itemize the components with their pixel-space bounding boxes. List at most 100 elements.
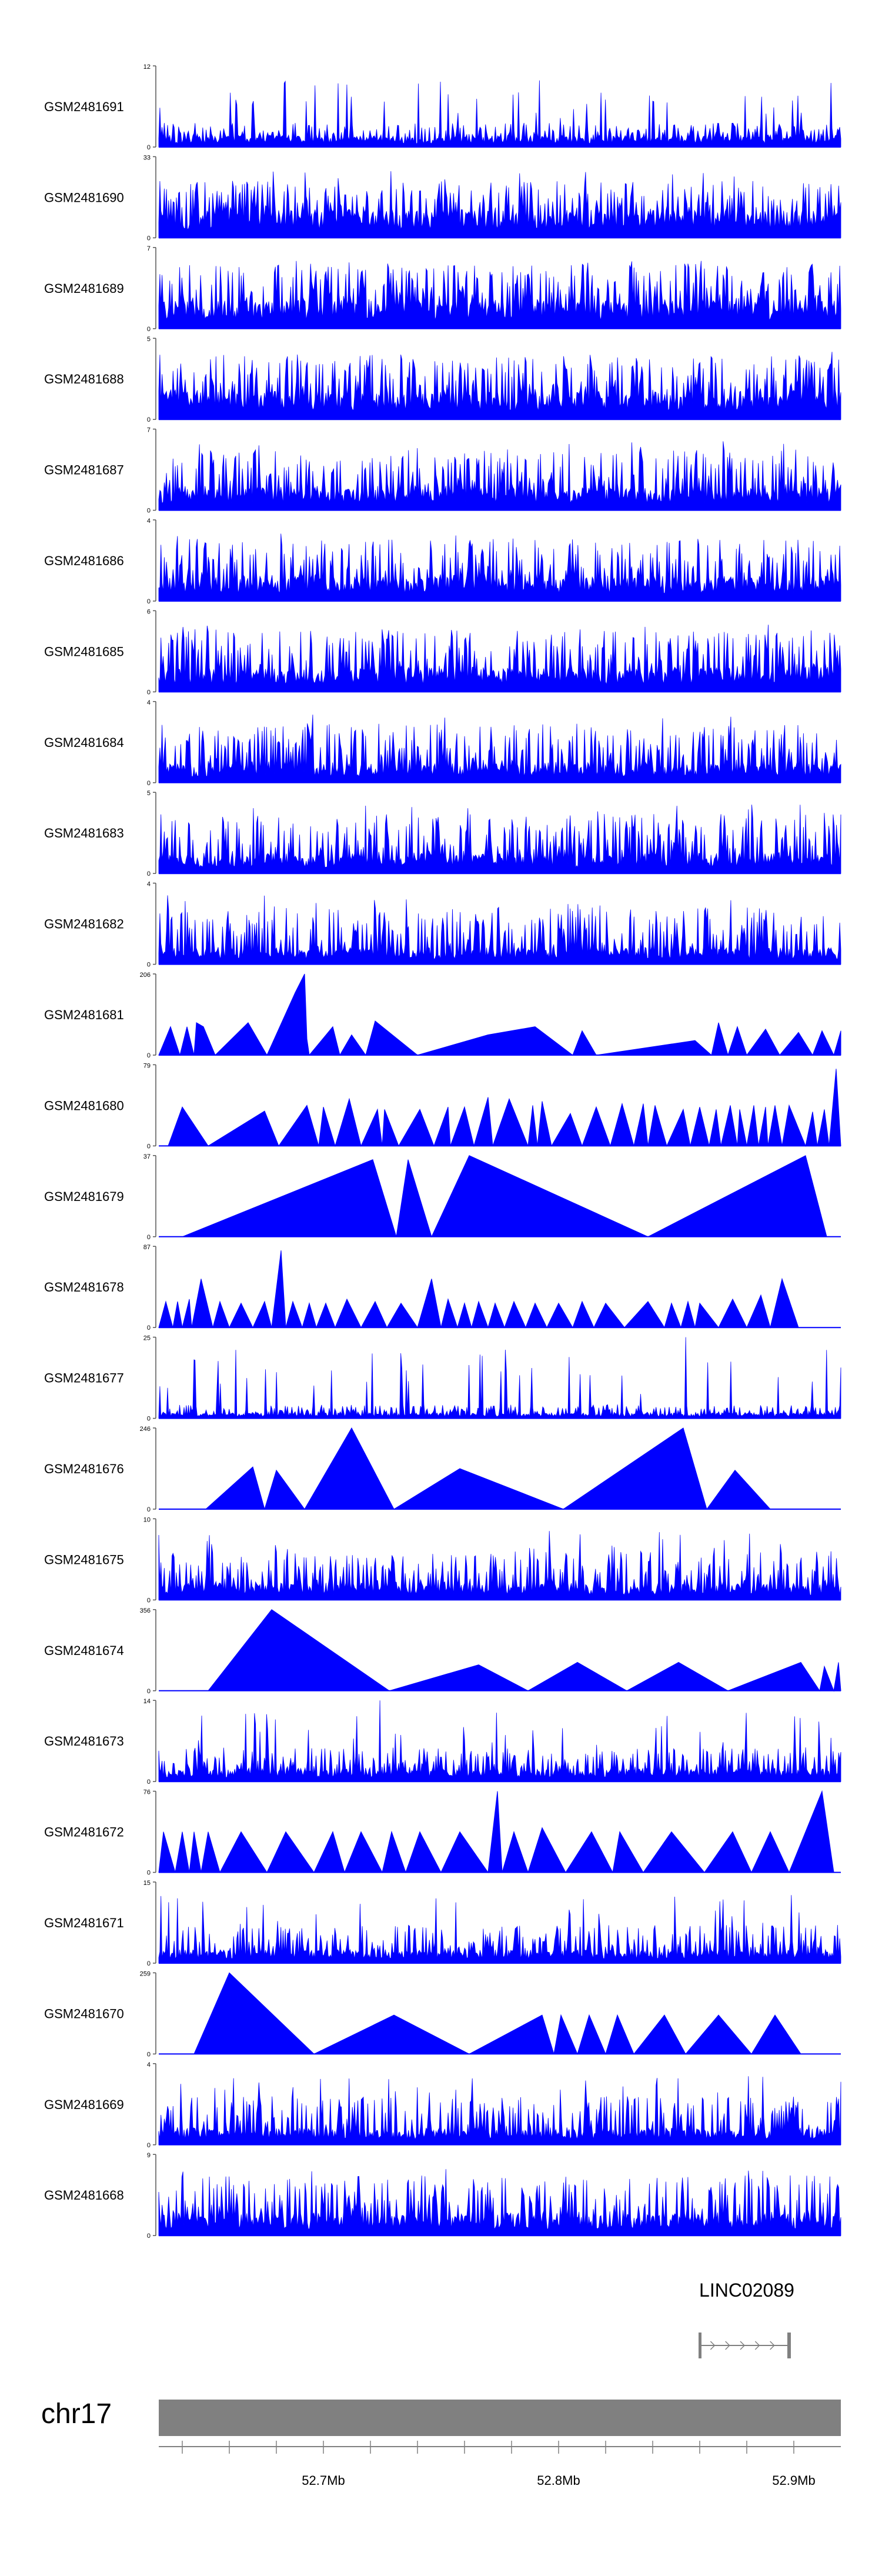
track-GSM2481689: GSM2481689 7 0 (44, 245, 841, 333)
coverage-signal (158, 1337, 841, 1419)
track-label: GSM2481673 (44, 1734, 124, 1749)
track-GSM2481669: GSM2481669 4 0 (44, 2061, 841, 2149)
track-GSM2481675: GSM2481675 10 0 (44, 1516, 841, 1604)
track-label: GSM2481690 (44, 190, 124, 205)
y-max-label: 5 (147, 790, 151, 797)
y-zero-label: 0 (147, 962, 151, 969)
y-zero-label: 0 (147, 2142, 151, 2149)
y-max-label: 10 (143, 1516, 151, 1523)
y-max-label: 25 (143, 1335, 151, 1342)
coverage-signal (158, 261, 841, 329)
y-zero-label: 0 (147, 1234, 151, 1241)
y-max-label: 356 (140, 1607, 151, 1614)
coverage-area (158, 1250, 799, 1329)
track-GSM2481686: GSM2481686 4 0 (44, 518, 841, 605)
y-zero-label: 0 (147, 689, 151, 696)
track-label: GSM2481669 (44, 2097, 124, 2112)
y-zero-label: 0 (147, 1324, 151, 1332)
y-zero-label: 0 (147, 508, 151, 515)
track-label: GSM2481677 (44, 1371, 124, 1386)
y-max-label: 37 (143, 1153, 151, 1160)
gene-model (699, 2333, 791, 2358)
y-max-label: 7 (147, 427, 151, 434)
axis-tick-label: 52.8Mb (537, 2473, 580, 2488)
gene-label: LINC02089 (699, 2280, 794, 2301)
y-zero-label: 0 (147, 1688, 151, 1695)
track-label: GSM2481676 (44, 1461, 124, 1476)
track-label: GSM2481691 (44, 99, 124, 114)
coverage-area (158, 1790, 834, 1874)
track-label: GSM2481685 (44, 644, 124, 659)
axis-tick-label: 52.9Mb (772, 2473, 815, 2488)
y-zero-label: 0 (147, 1052, 151, 1059)
chromosome-band (159, 2400, 841, 2436)
track-GSM2481671: GSM2481671 15 0 (44, 1880, 841, 1967)
coverage-signal (158, 715, 841, 783)
y-max-label: 4 (147, 881, 151, 888)
track-GSM2481688: GSM2481688 5 0 (44, 336, 841, 423)
track-label: GSM2481675 (44, 1552, 124, 1567)
coverage-area (182, 1155, 827, 1238)
track-label: GSM2481678 (44, 1280, 124, 1294)
gene-exon-start (699, 2333, 701, 2358)
track-GSM2481670: GSM2481670 259 0 (44, 1970, 841, 2058)
y-zero-label: 0 (147, 326, 151, 333)
y-zero-label: 0 (147, 1416, 151, 1423)
y-max-label: 14 (143, 1698, 151, 1705)
y-zero-label: 0 (147, 780, 151, 787)
y-max-label: 76 (143, 1789, 151, 1796)
y-max-label: 9 (147, 2152, 151, 2159)
strand-arrow (725, 2341, 730, 2350)
strand-arrow (710, 2341, 716, 2350)
coverage-area (158, 973, 841, 1056)
track-label: GSM2481681 (44, 1007, 124, 1022)
track-GSM2481681: GSM2481681 206 0 (44, 972, 841, 1059)
y-zero-label: 0 (147, 1960, 151, 1967)
y-zero-label: 0 (147, 1870, 151, 1877)
track-GSM2481684: GSM2481684 4 0 (44, 699, 841, 787)
track-GSM2481687: GSM2481687 7 0 (44, 427, 841, 515)
track-label: GSM2481671 (44, 1916, 124, 1930)
y-zero-label: 0 (147, 1597, 151, 1604)
y-zero-label: 0 (147, 2051, 151, 2058)
genome-axis: 52.7Mb 52.8Mb 52.9Mb (159, 2441, 841, 2488)
track-GSM2481668: GSM2481668 9 0 (44, 2152, 841, 2240)
track-GSM2481678: GSM2481678 87 0 (44, 1244, 841, 1332)
y-max-label: 246 (140, 1426, 151, 1433)
chromosome-label: chr17 (41, 2398, 112, 2430)
chromosome-ideogram: chr17 (41, 2398, 841, 2436)
y-max-label: 7 (147, 245, 151, 252)
y-max-label: 33 (143, 154, 151, 161)
track-label: GSM2481668 (44, 2188, 124, 2203)
track-GSM2481672: GSM2481672 76 0 (44, 1789, 841, 1877)
strand-arrow (740, 2341, 746, 2350)
track-label: GSM2481683 (44, 826, 124, 840)
y-zero-label: 0 (147, 235, 151, 242)
coverage-tracks: GSM2481691120GSM2481690330GSM248168970GS… (44, 64, 841, 2240)
track-label: GSM2481679 (44, 1189, 124, 1204)
coverage-signal (158, 805, 841, 874)
y-max-label: 79 (143, 1062, 151, 1069)
y-zero-label: 0 (147, 144, 151, 151)
coverage-signal (158, 352, 841, 420)
coverage-signal (158, 533, 841, 602)
track-label: GSM2481687 (44, 463, 124, 478)
y-max-label: 4 (147, 699, 151, 706)
track-GSM2481676: GSM2481676 246 0 (44, 1426, 841, 1513)
y-max-label: 87 (143, 1244, 151, 1251)
track-GSM2481691: GSM2481691 12 0 (44, 64, 841, 151)
coverage-area (205, 1427, 771, 1510)
y-max-label: 12 (143, 64, 151, 71)
y-zero-label: 0 (147, 1143, 151, 1150)
track-GSM2481674: GSM2481674 356 0 (44, 1607, 841, 1695)
coverage-signal (158, 80, 841, 148)
coverage-signal (158, 625, 841, 692)
y-zero-label: 0 (147, 1506, 151, 1513)
y-max-label: 5 (147, 336, 151, 343)
track-GSM2481680: GSM2481680 79 0 (44, 1062, 841, 1150)
y-zero-label: 0 (147, 416, 151, 423)
coverage-signal (158, 1531, 841, 1600)
strand-arrow (770, 2341, 775, 2350)
track-GSM2481682: GSM2481682 4 0 (44, 881, 841, 969)
track-GSM2481679: GSM2481679 37 0 (44, 1153, 841, 1241)
